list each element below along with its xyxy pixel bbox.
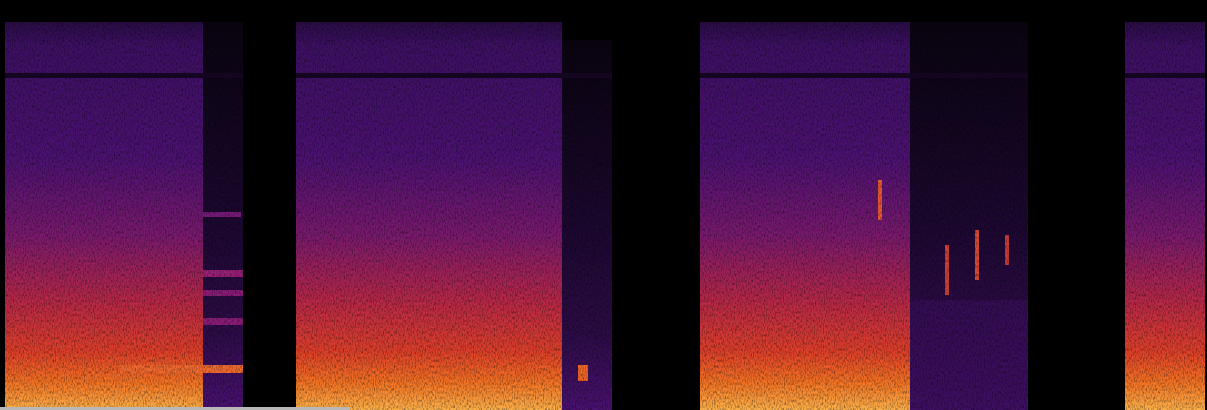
silence	[1028, 0, 1125, 410]
bottom-edge	[0, 407, 350, 410]
right-border	[1205, 0, 1207, 410]
horizontal-line	[5, 73, 1205, 78]
noise-texture	[0, 22, 1207, 410]
top-border	[0, 0, 1207, 22]
silence	[612, 0, 700, 410]
silence	[243, 0, 296, 410]
